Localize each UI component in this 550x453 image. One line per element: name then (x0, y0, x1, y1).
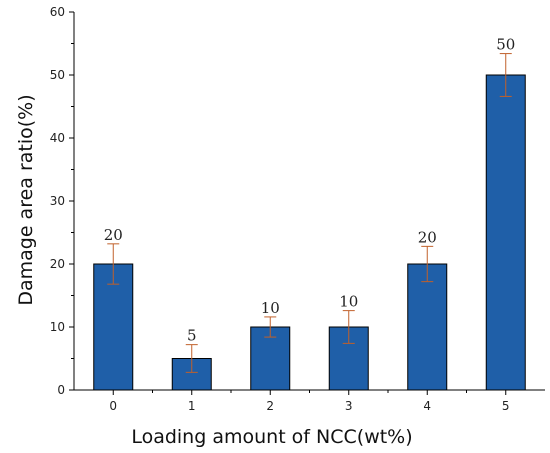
bar-5 (485, 74, 526, 391)
error-bar-4 (421, 245, 434, 283)
x-tick-label-0: 0 (109, 399, 117, 413)
error-bar-5 (499, 53, 512, 97)
error-bar-3 (342, 310, 355, 344)
data-label-3: 10 (339, 293, 358, 311)
error-bars-group (107, 53, 512, 373)
bars-group (93, 74, 526, 391)
x-axis-title: Loading amount of NCC(wt%) (131, 426, 412, 448)
y-axis-title: Damage area ratio(%) (15, 94, 37, 305)
bar-3 (328, 326, 369, 391)
data-labels-group: 20 5 10 10 20 50 (104, 36, 516, 345)
y-tick-label-60: 60 (50, 5, 65, 19)
data-label-1: 5 (187, 327, 197, 345)
y-tick-label-0: 0 (57, 383, 65, 397)
y-tick-label-50: 50 (50, 68, 65, 82)
error-bar-0 (107, 243, 120, 285)
data-label-4: 20 (418, 228, 437, 246)
error-bar-1 (185, 344, 198, 373)
bar-4 (407, 263, 448, 391)
x-tick-label-4: 4 (423, 399, 431, 413)
bar-0 (93, 263, 134, 391)
y-tick-label-10: 10 (50, 320, 65, 334)
data-label-0: 20 (104, 226, 123, 244)
data-label-2: 10 (261, 299, 280, 317)
x-tick-label-1: 1 (188, 399, 196, 413)
y-tick-label-20: 20 (50, 257, 65, 271)
data-label-5: 50 (496, 36, 515, 54)
y-tick-label-40: 40 (50, 131, 65, 145)
x-tick-label-5: 5 (502, 399, 510, 413)
error-bar-2 (264, 316, 277, 338)
x-tick-label-2: 2 (266, 399, 274, 413)
x-tick-label-3: 3 (345, 399, 353, 413)
y-tick-label-30: 30 (50, 194, 65, 208)
